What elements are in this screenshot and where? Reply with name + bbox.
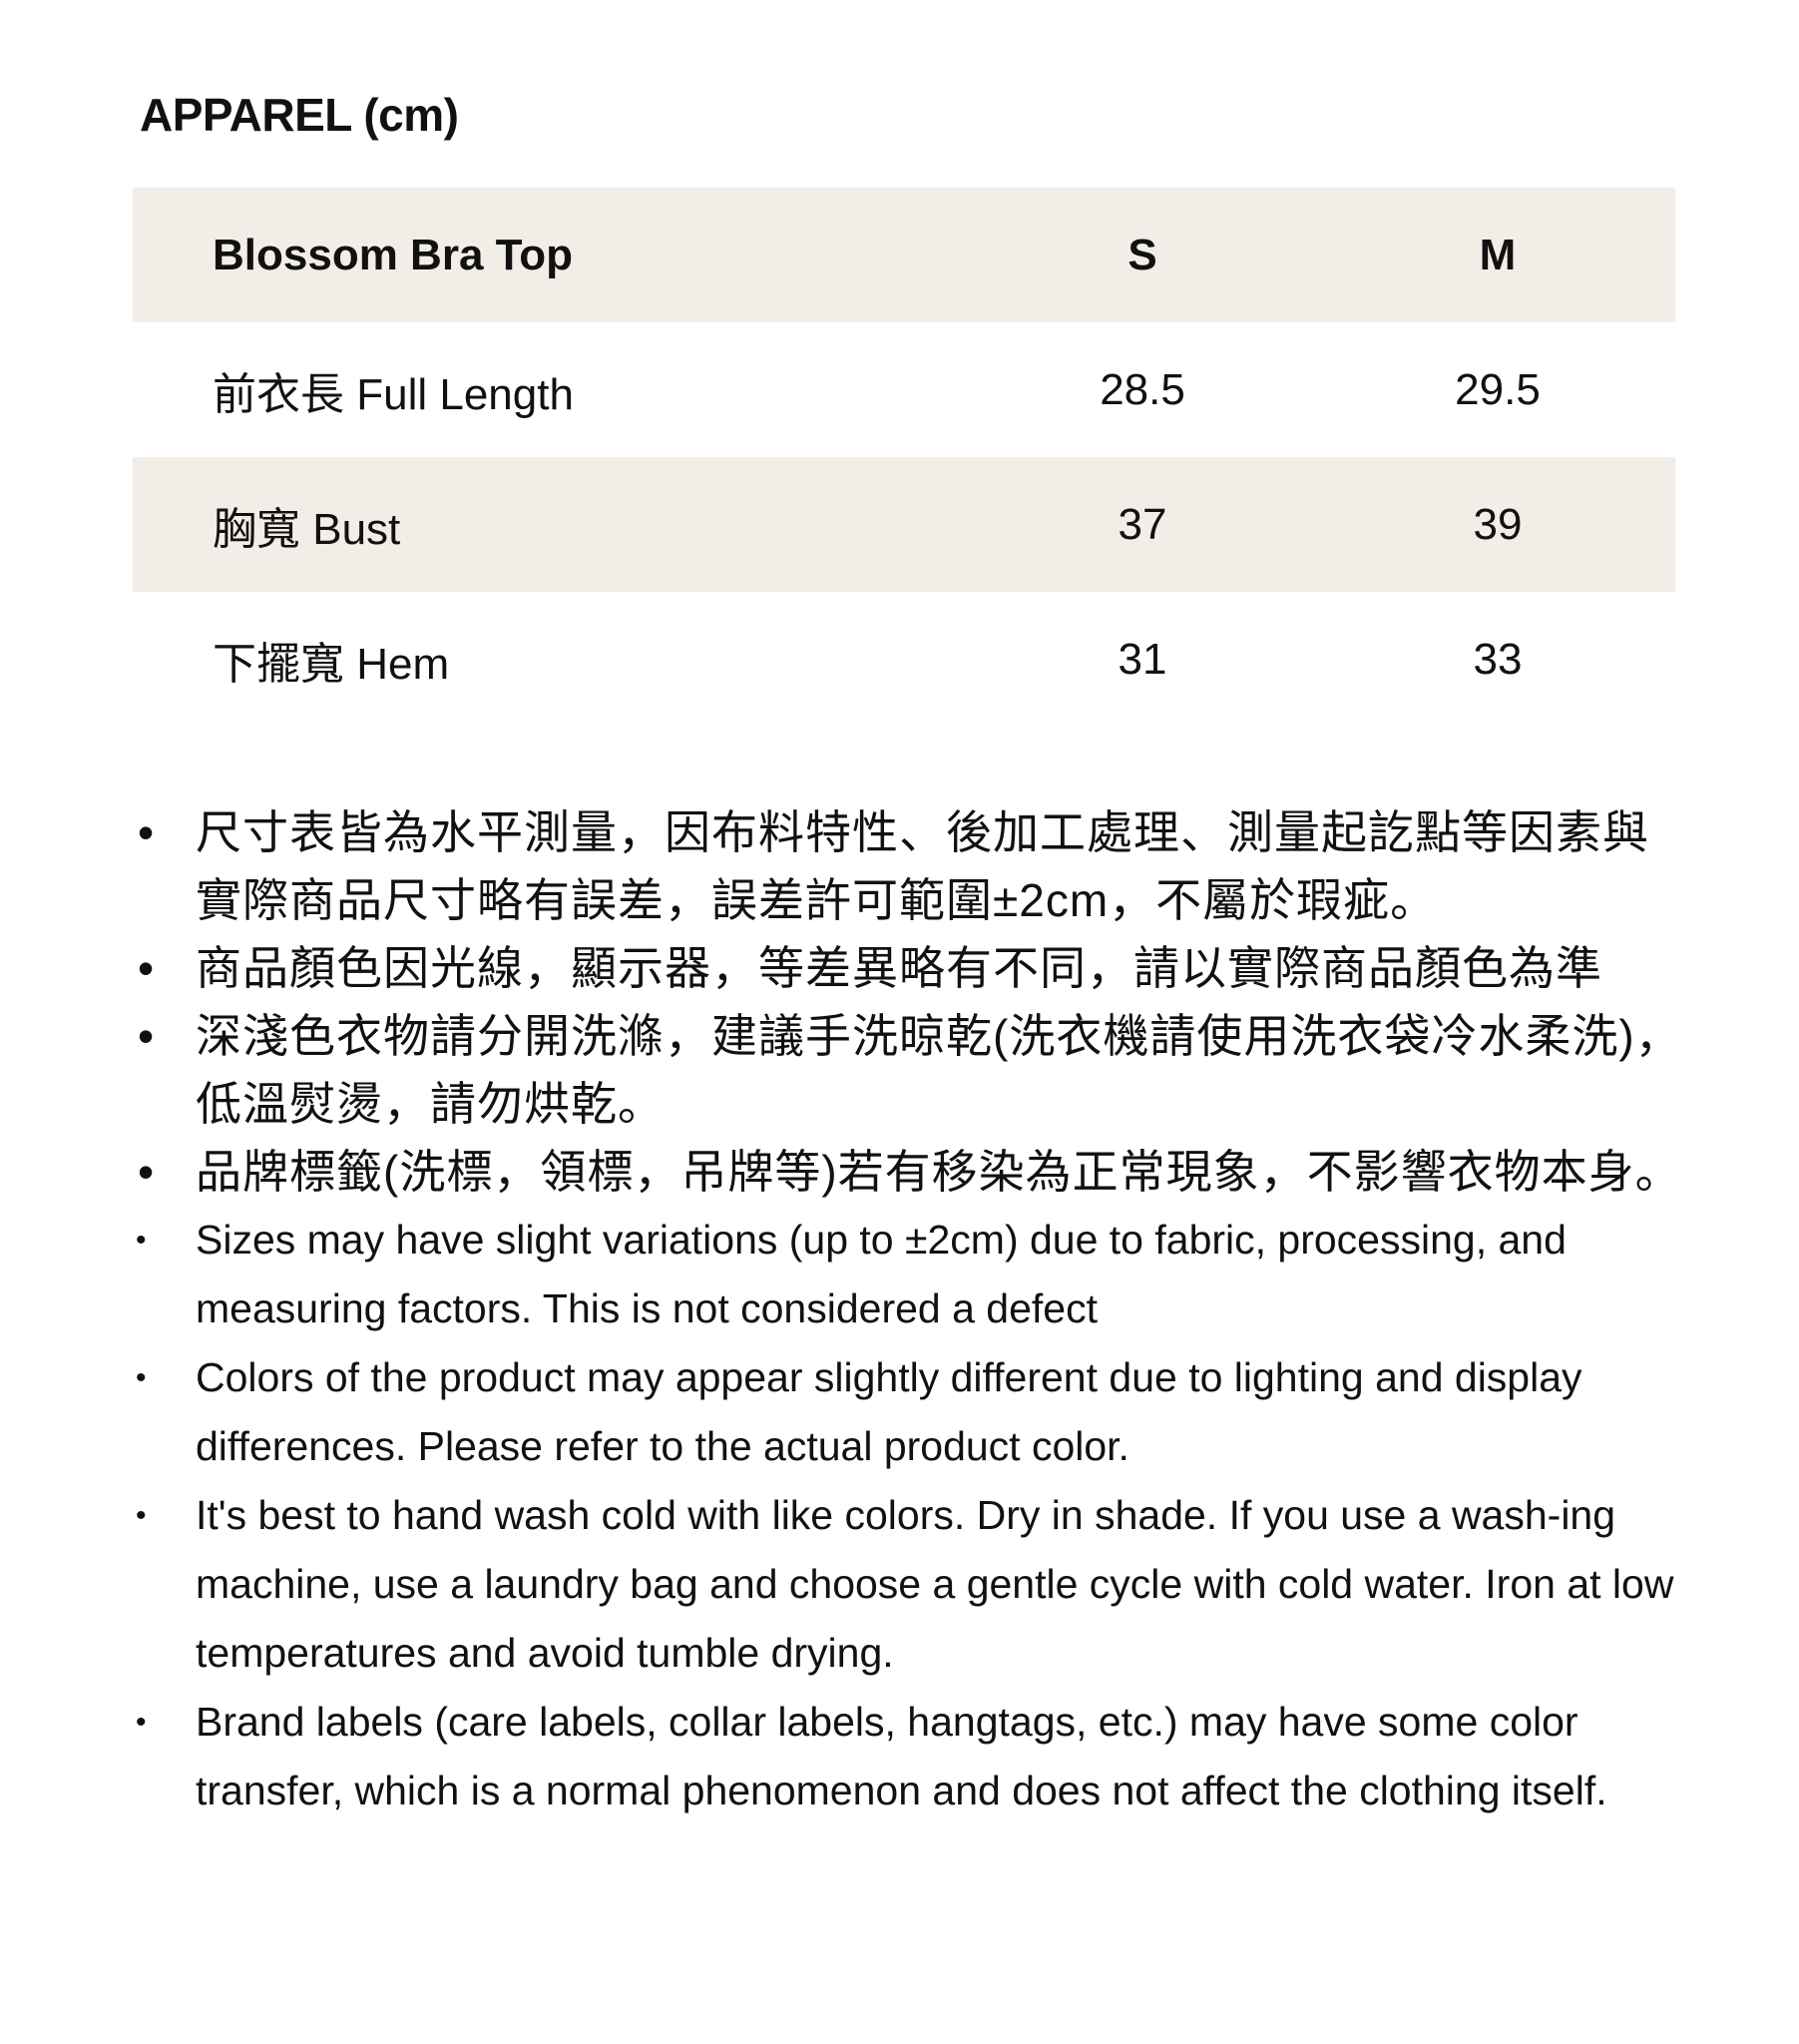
table-row: 胸寬 Bust 37 39 bbox=[133, 457, 1675, 592]
table-row: 下擺寬 Hem 31 33 bbox=[133, 592, 1675, 727]
value-m: 33 bbox=[1473, 634, 1523, 684]
note-zh: • 商品顏色因光線，顯示器，等差異略有不同，請以實際商品顏色為準 bbox=[136, 934, 1692, 1002]
bullet-icon: • bbox=[136, 1224, 147, 1257]
bullet-icon: • bbox=[138, 1146, 156, 1198]
table-header-row: Blossom Bra Top S M bbox=[133, 188, 1675, 322]
size-header-s: S bbox=[1127, 230, 1157, 279]
table-row: 前衣長 Full Length 28.5 29.5 bbox=[133, 322, 1675, 457]
note-text: 尺寸表皆為水平測量，因布料特性、後加工處理、測量起訖點等因素與實際商品尺寸略有誤… bbox=[196, 806, 1649, 926]
value-m: 39 bbox=[1473, 499, 1523, 549]
measure-label: 下擺寬 Hem bbox=[213, 639, 450, 689]
bullet-icon: • bbox=[136, 1499, 147, 1532]
product-name: Blossom Bra Top bbox=[213, 230, 574, 279]
measure-label: 胸寬 Bust bbox=[213, 504, 401, 554]
note-zh: • 品牌標籤(洗標，領標，吊牌等)若有移染為正常現象，不影響衣物本身。 bbox=[136, 1138, 1692, 1206]
note-text: 深淺色衣物請分開洗滌，建議手洗晾乾(洗衣機請使用洗衣袋冷水柔洗)，低溫熨燙，請勿… bbox=[196, 1010, 1682, 1130]
note-text: Colors of the product may appear slightl… bbox=[196, 1354, 1582, 1469]
value-s: 31 bbox=[1118, 634, 1167, 684]
value-s: 28.5 bbox=[1100, 364, 1185, 414]
note-text: Sizes may have slight variations (up to … bbox=[196, 1217, 1567, 1331]
note-text: 商品顏色因光線，顯示器，等差異略有不同，請以實際商品顏色為準 bbox=[196, 942, 1602, 994]
size-table: Blossom Bra Top S M 前衣長 Full Length 28.5… bbox=[133, 188, 1675, 727]
bullet-icon: • bbox=[136, 1361, 147, 1394]
note-en: • It's best to hand wash cold with like c… bbox=[136, 1481, 1692, 1688]
care-notes: • 尺寸表皆為水平測量，因布料特性、後加工處理、測量起訖點等因素與實際商品尺寸略有… bbox=[136, 798, 1692, 1825]
note-text: It's best to hand wash cold with like co… bbox=[196, 1492, 1674, 1676]
note-zh: • 深淺色衣物請分開洗滌，建議手洗晾乾(洗衣機請使用洗衣袋冷水柔洗)，低溫熨燙，請… bbox=[136, 1002, 1692, 1138]
bullet-icon: • bbox=[138, 942, 156, 994]
note-text: Brand labels (care labels, collar labels… bbox=[196, 1699, 1607, 1813]
page-title: APPAREL (cm) bbox=[140, 89, 459, 141]
bullet-icon: • bbox=[138, 806, 156, 858]
size-header-m: M bbox=[1479, 230, 1517, 279]
measure-label: 前衣長 Full Length bbox=[213, 369, 574, 419]
bullet-icon: • bbox=[136, 1706, 147, 1739]
note-text: 品牌標籤(洗標，領標，吊牌等)若有移染為正常現象，不影響衣物本身。 bbox=[196, 1146, 1682, 1198]
note-en: • Brand labels (care labels, collar label… bbox=[136, 1688, 1692, 1825]
note-en: • Sizes may have slight variations (up to… bbox=[136, 1206, 1692, 1343]
note-en: • Colors of the product may appear slight… bbox=[136, 1343, 1692, 1481]
note-zh: • 尺寸表皆為水平測量，因布料特性、後加工處理、測量起訖點等因素與實際商品尺寸略有… bbox=[136, 798, 1692, 934]
bullet-icon: • bbox=[138, 1010, 156, 1062]
value-m: 29.5 bbox=[1455, 364, 1541, 414]
value-s: 37 bbox=[1118, 499, 1167, 549]
